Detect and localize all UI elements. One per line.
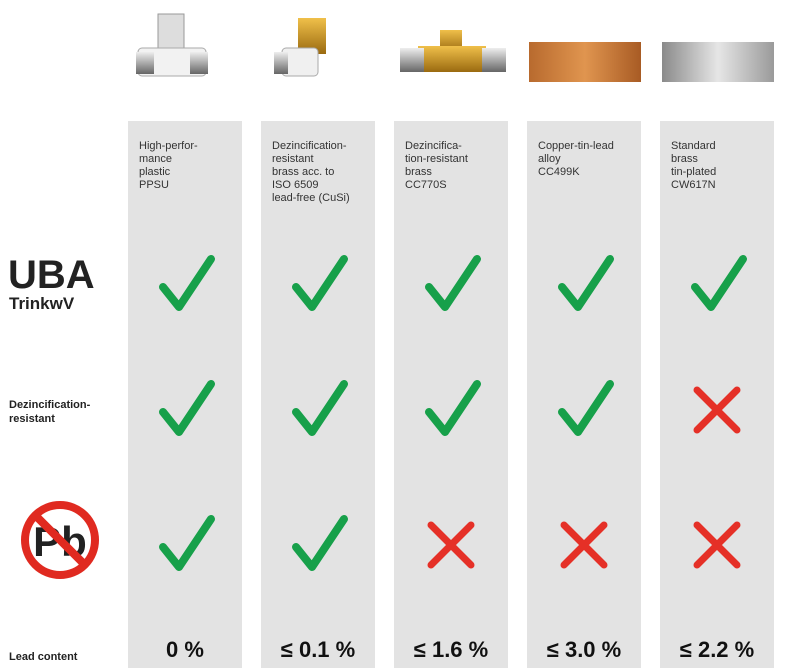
description: lead-free (CuSi)	[272, 192, 350, 204]
description: plastic	[139, 166, 171, 178]
description: alloy	[538, 153, 561, 165]
copper-sample	[529, 42, 641, 82]
brass-tee	[400, 30, 506, 72]
description: ISO 6509	[272, 179, 318, 191]
description: Copper-tin-lead	[538, 140, 614, 152]
lead-content: ≤ 2.2 %	[680, 637, 754, 662]
description: CW617N	[671, 179, 716, 191]
description: Standard	[671, 140, 716, 152]
description: brass	[671, 153, 698, 165]
cusi-elbow	[274, 18, 326, 76]
comparison: High-perfor-manceplasticPPSU 0 % Dezincifi…	[0, 0, 791, 668]
lead-content: ≤ 3.0 %	[547, 637, 621, 662]
description: Dezincifica-	[405, 140, 462, 152]
lead-free-icon: Pb	[25, 505, 95, 575]
description: PPSU	[139, 179, 169, 191]
column-background	[128, 121, 242, 668]
product-images	[136, 14, 774, 82]
description: CC770S	[405, 179, 447, 191]
column-background	[527, 121, 641, 668]
description: mance	[139, 153, 172, 165]
description: Dezincification-	[272, 140, 347, 152]
lead-content: ≤ 1.6 %	[414, 637, 488, 662]
ppsu-fitting	[136, 14, 208, 76]
description: resistant	[272, 153, 314, 165]
description: tin-plated	[671, 166, 716, 178]
row-label: resistant	[9, 413, 55, 425]
row-label: TrinkwV	[9, 294, 75, 313]
row-label: Dezincification-	[9, 399, 91, 411]
lead-content: ≤ 0.1 %	[281, 637, 355, 662]
row-label: UBA	[8, 253, 95, 297]
row-label: Lead content	[9, 651, 78, 663]
description: CC499K	[538, 166, 580, 178]
page: High-perfor-manceplasticPPSU 0 % Dezincifi…	[0, 0, 791, 668]
description: High-perfor-	[139, 140, 198, 152]
description: brass	[405, 166, 432, 178]
column-background	[660, 121, 774, 668]
column-background	[394, 121, 508, 668]
description: brass acc. to	[272, 166, 334, 178]
tin-sample	[662, 42, 774, 82]
lead-content: 0 %	[166, 637, 204, 662]
description: tion-resistant	[405, 153, 468, 165]
